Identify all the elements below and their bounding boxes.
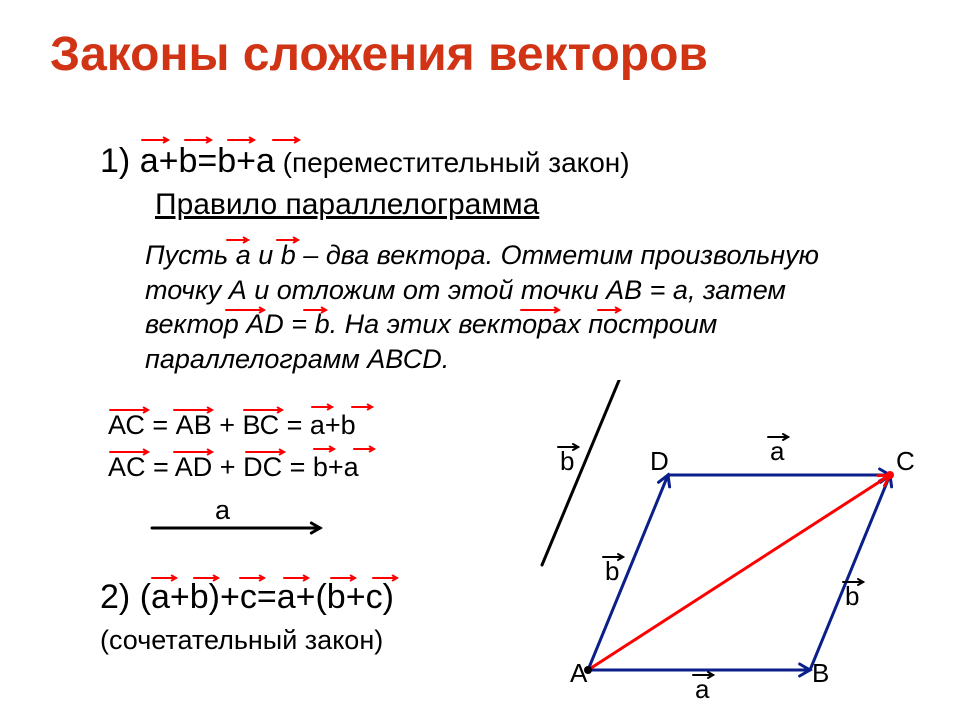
law2-note: (сочетательный закон) (100, 625, 383, 656)
slide: Законы сложения векторов 1) a+b=b+a (пер… (0, 0, 960, 720)
parallelogram-diagram: A B C Da a b b b (500, 380, 930, 700)
paragraph-text: Пусть а и b – два вектора. Отметим произ… (145, 238, 845, 376)
svg-text:b: b (605, 556, 619, 586)
svg-text:B: B (812, 658, 829, 688)
law2-formula: (a+b)+c=a+(b+c) (140, 578, 394, 616)
svg-text:D: D (650, 446, 669, 476)
law2-lead: 2) (100, 578, 140, 616)
law2-line: 2) (a+b)+c=a+(b+c) (100, 578, 394, 617)
svg-text:C: C (896, 446, 915, 476)
law1-line: 1) a+b=b+a (переместительный закон) (100, 142, 630, 181)
svg-text:A: A (570, 658, 588, 688)
equation-1: АС = АВ + ВС = а+b (108, 410, 356, 441)
rule-subtitle: Правило параллелограмма (155, 188, 539, 222)
law1-lead: 1) (100, 142, 140, 180)
equation-2: AC = AD + DC = b+a (108, 452, 359, 483)
slide-title: Законы сложения векторов (50, 30, 910, 80)
law1-formula: a+b=b+a (140, 142, 275, 180)
svg-text:b: b (845, 581, 859, 611)
vector-a-label: а (215, 495, 230, 526)
svg-text:a: a (770, 436, 785, 466)
law1-note: (переместительный закон) (275, 147, 630, 178)
svg-text:b: b (560, 446, 574, 476)
svg-text:a: a (695, 674, 710, 700)
